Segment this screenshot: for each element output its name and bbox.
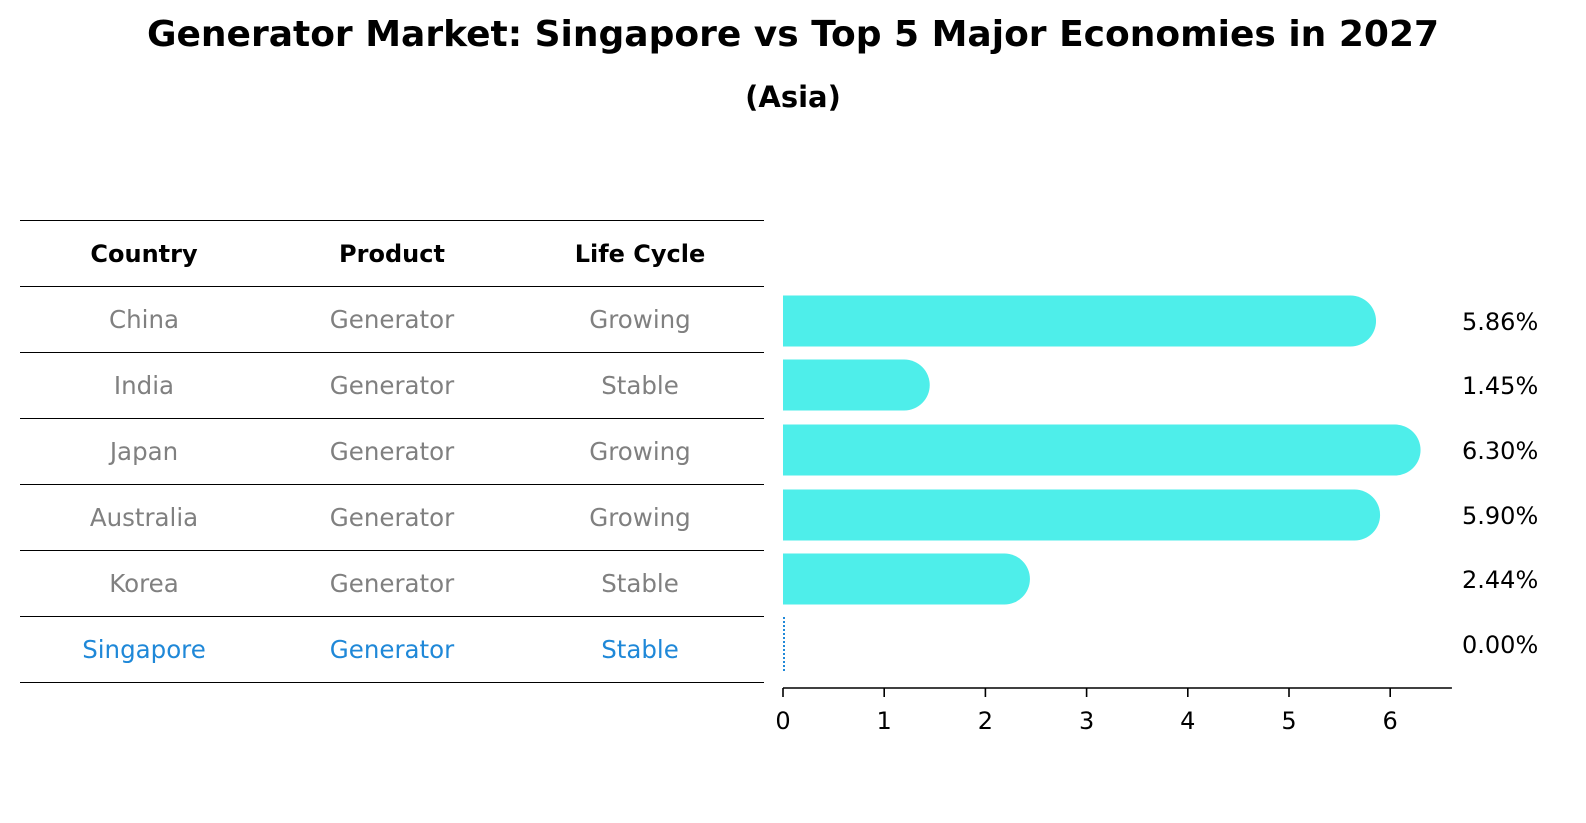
value-label: 1.45% [1462,372,1538,400]
table-header-row: Country Product Life Cycle [20,220,764,286]
cell-life-cycle: Growing [589,437,691,466]
cell-life-cycle: Growing [589,503,691,532]
table-row: Korea Generator Stable [20,550,764,616]
cell-life-cycle: Growing [589,305,691,334]
cell-country: India [113,371,175,400]
chart-title: Generator Market: Singapore vs Top 5 Maj… [146,14,1440,55]
header-life-cycle: Life Cycle [574,239,706,268]
cell-life-cycle: Stable [601,371,679,400]
x-tick-label: 0 [775,707,790,735]
cell-product: Generator [329,635,455,664]
cell-country: Singapore [82,635,206,664]
table-row: Australia Generator Growing [20,484,764,550]
value-label: 5.90% [1462,502,1538,530]
x-tick-label: 6 [1383,707,1398,735]
cell-product: Generator [329,503,455,532]
bar-india [783,359,930,411]
bar-australia [783,489,1381,541]
value-label: 6.30% [1462,437,1538,465]
header-country: Country [90,239,198,268]
x-tick-label: 5 [1281,707,1296,735]
x-tick-label: 3 [1079,707,1094,735]
table-row: China Generator Growing [20,286,764,352]
bar-china [783,295,1377,347]
table-row-highlight: Singapore Generator Stable [20,616,764,683]
header-product: Product [339,239,445,268]
cell-product: Generator [329,569,455,598]
table-row: India Generator Stable [20,352,764,418]
bar-korea [783,553,1030,605]
value-label: 2.44% [1462,566,1538,594]
x-tick-label: 4 [1180,707,1195,735]
cell-country: Japan [109,437,179,466]
cell-product: Generator [329,437,455,466]
cell-country: Korea [109,569,179,598]
cell-life-cycle: Stable [601,569,679,598]
cell-product: Generator [329,371,455,400]
value-label: 0.00% [1462,631,1538,659]
cell-country: China [109,305,179,334]
chart-subtitle: (Asia) [745,80,841,114]
data-table: Country Product Life Cycle China Generat… [20,220,764,683]
cell-country: Australia [89,503,199,532]
bar-japan [783,424,1421,476]
table-row: Japan Generator Growing [20,418,764,484]
cell-life-cycle: Stable [601,635,679,664]
x-tick-label: 2 [978,707,993,735]
value-label: 5.86% [1462,308,1538,336]
x-tick-label: 1 [877,707,892,735]
cell-product: Generator [329,305,455,334]
